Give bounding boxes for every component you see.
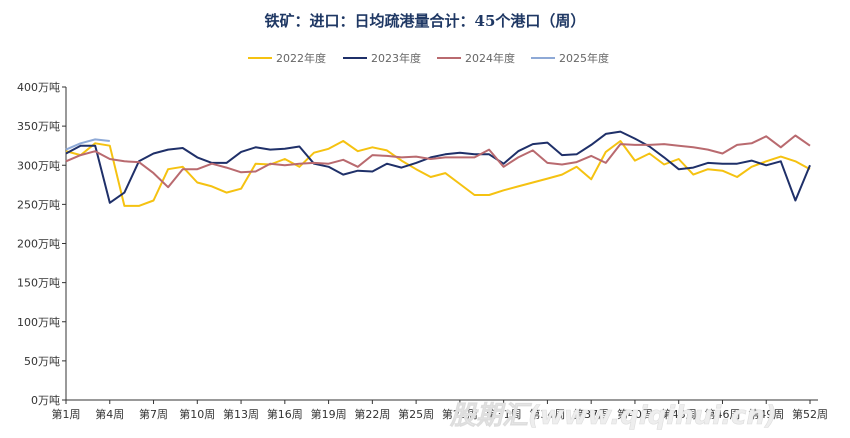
legend: 2022年度 2023年度 2024年度 2025年度: [248, 51, 609, 65]
x-tick-label: 第25周: [398, 407, 434, 421]
x-tick-label: 第4周: [95, 407, 124, 421]
x-tick-label: 第31周: [486, 407, 522, 421]
axes: 0万吨 50万吨 100万吨 150万吨 200万吨 250万吨 300万吨 350万吨 400…: [17, 81, 828, 421]
series-line-2025年度: [65, 138, 110, 151]
series-group: [65, 130, 811, 207]
x-tick-label: 第7周: [139, 407, 168, 421]
y-tick-label: 300万吨: [17, 159, 60, 172]
y-tick-label: 0万吨: [31, 394, 60, 407]
x-tick-label: 第19周: [311, 407, 347, 421]
legend-label: 2022年度: [276, 51, 326, 65]
legend-label: 2025年度: [559, 51, 609, 65]
y-tick-label: 150万吨: [17, 277, 60, 290]
x-tick-label: 第40周: [617, 407, 653, 421]
y-tick-label: 50万吨: [24, 355, 60, 368]
x-tick-label: 第52周: [792, 407, 828, 421]
x-tick-label: 第28周: [442, 407, 478, 421]
watermark-text: 股期汇(www.qiqihui.cn): [449, 401, 777, 431]
y-tick-label: 250万吨: [17, 198, 60, 211]
series-line-2024年度: [65, 134, 811, 189]
y-tick-label: 350万吨: [17, 120, 60, 133]
y-tick-label: 200万吨: [17, 238, 60, 251]
x-tick-label: 第13周: [223, 407, 259, 421]
x-tick-label: 第49周: [748, 407, 784, 421]
x-tick-label: 第1周: [52, 407, 81, 421]
x-tick-label: 第46周: [704, 407, 740, 421]
x-tick-label: 第16周: [267, 407, 303, 421]
y-tick-label: 100万吨: [17, 316, 60, 329]
series-line-2022年度: [65, 140, 811, 207]
legend-label: 2023年度: [371, 51, 421, 65]
legend-label: 2024年度: [465, 51, 515, 65]
x-tick-label: 第37周: [573, 407, 609, 421]
x-tick-label: 第34周: [529, 407, 565, 421]
x-tick-label: 第43周: [661, 407, 697, 421]
series-line-2023年度: [65, 130, 811, 204]
x-tick-label: 第10周: [179, 407, 215, 421]
y-tick-label: 400万吨: [17, 81, 60, 94]
chart-title: 铁矿：进口：日均疏港量合计：45个港口（周）: [264, 12, 586, 30]
x-tick-label: 第22周: [354, 407, 390, 421]
